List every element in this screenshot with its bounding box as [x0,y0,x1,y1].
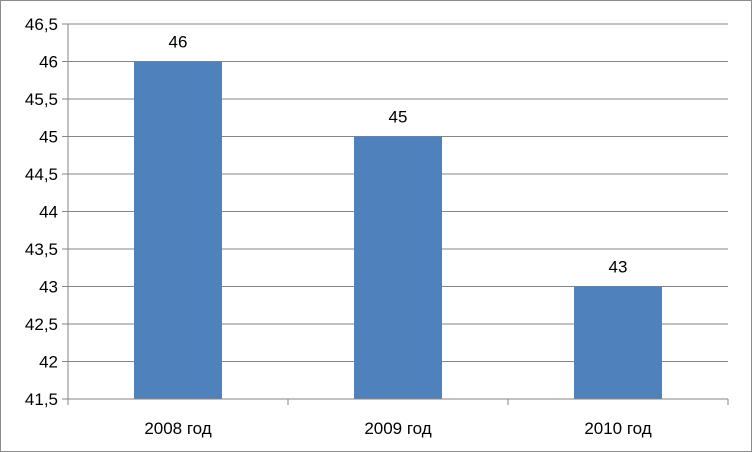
data-labels: 46 45 43 [169,33,628,277]
y-tick-label: 45,5 [25,90,58,109]
x-tick-label: 2009 год [364,419,431,438]
y-tick-label: 42,5 [25,315,58,334]
y-tick-label: 46,5 [25,15,58,34]
y-tick-label: 46 [39,53,58,72]
y-tick-label: 43 [39,278,58,297]
axes [62,23,729,405]
bar [574,286,662,399]
y-tick-label: 45 [39,128,58,147]
y-tick-label: 43,5 [25,240,58,259]
x-tick-label: 2008 год [144,419,211,438]
y-tick-label: 42 [39,353,58,372]
y-tick-label: 44 [39,203,58,222]
bars [134,61,662,399]
data-label: 45 [389,108,408,127]
bar [134,61,222,399]
bar [354,136,442,399]
x-axis-tick-labels: 2008 год 2009 год 2010 год [144,419,651,438]
data-label: 43 [609,258,628,277]
data-label: 46 [169,33,188,52]
y-axis-tick-labels: 41,5 42 42,5 43 43,5 44 44,5 45 45,5 46 46,5 [25,15,58,409]
y-tick-label: 41,5 [25,390,58,409]
y-tick-label: 44,5 [25,165,58,184]
x-tick-label: 2010 год [584,419,651,438]
